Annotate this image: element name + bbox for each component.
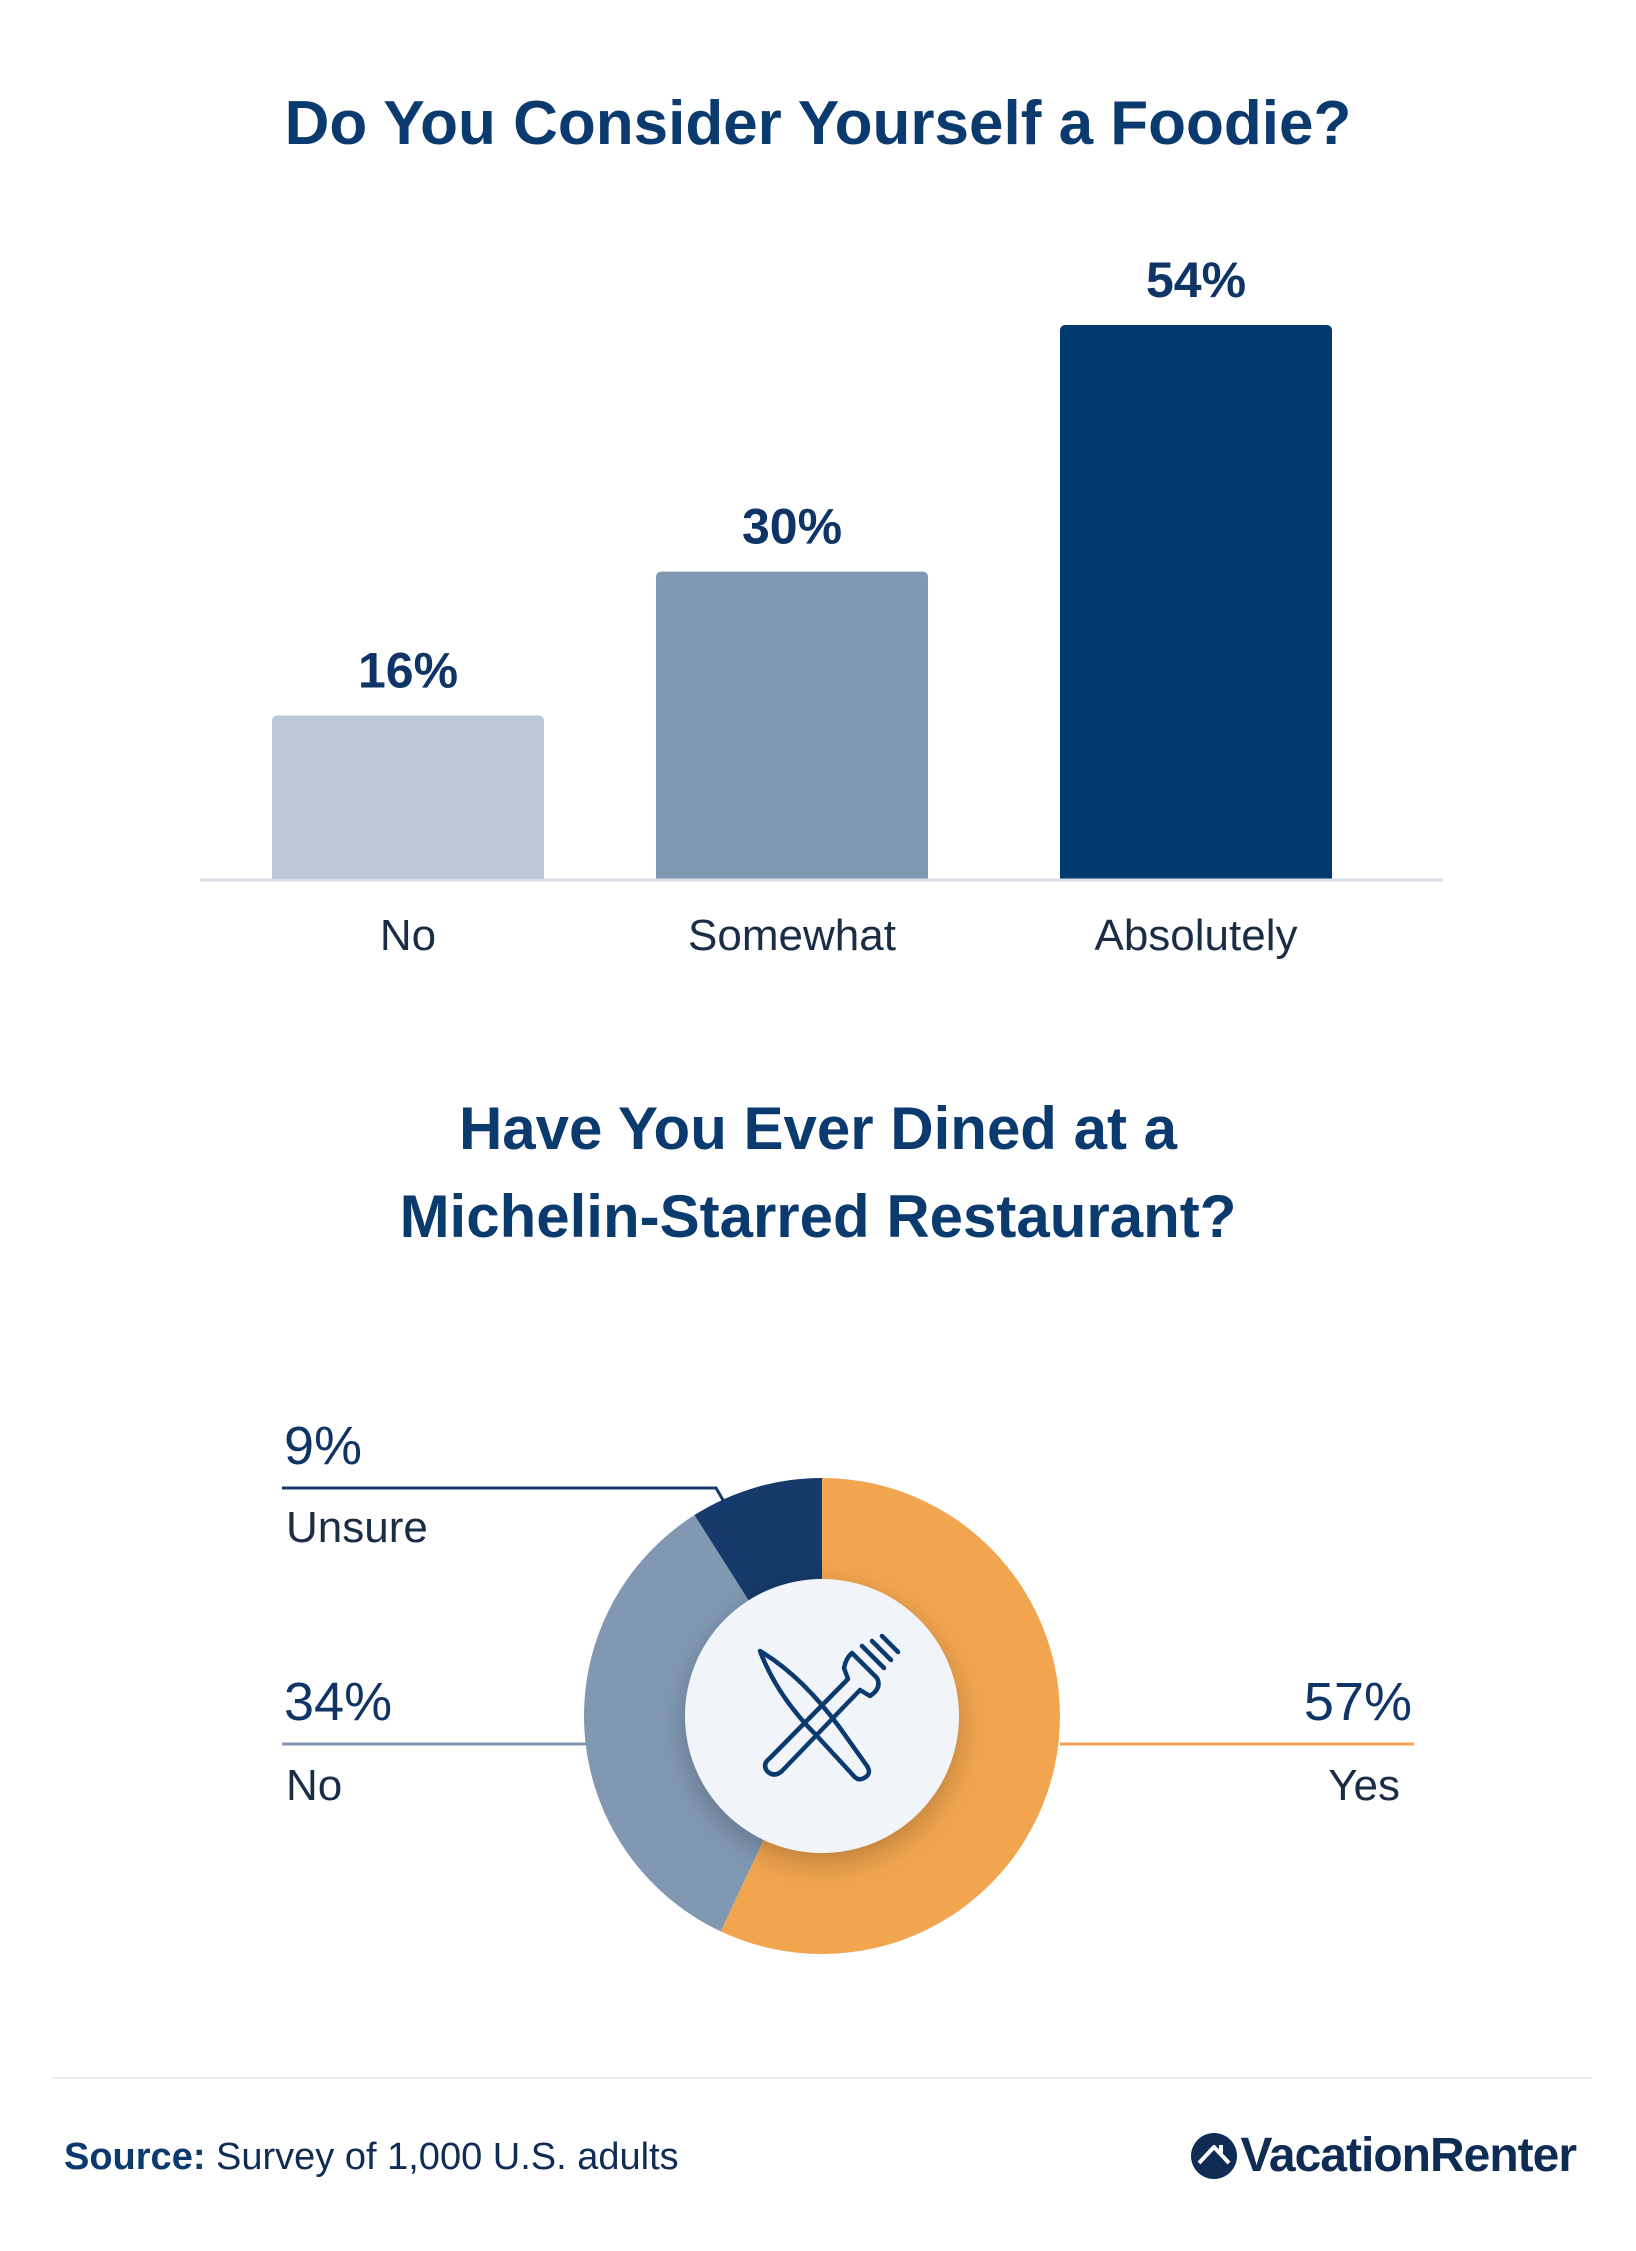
bar-absolutely (1060, 325, 1332, 880)
bar-chart: 16% No 30% Somewhat 54% Absolutely (200, 252, 1443, 960)
bar-category-label: No (380, 911, 436, 960)
source-text: Survey of 1,000 U.S. adults (205, 2136, 679, 2178)
fork-knife-icon (757, 1633, 901, 1782)
slice-label-unsure: Unsure (286, 1503, 428, 1552)
bar-category-label: Absolutely (1094, 911, 1297, 960)
bar-no (272, 715, 544, 880)
donut-chart-title: Have You Ever Dined at a Michelin-Starre… (399, 1095, 1237, 1250)
slice-value-no: 34% (284, 1672, 392, 1732)
slice-value-unsure: 9% (284, 1416, 362, 1476)
bar-value-label: 30% (742, 499, 842, 555)
slice-label-yes: Yes (1328, 1761, 1400, 1810)
slice-label-no: No (286, 1761, 342, 1810)
bar-somewhat (656, 571, 928, 880)
footer-divider (52, 2077, 1592, 2079)
bar-value-label: 54% (1146, 252, 1246, 308)
source-note: Source: Survey of 1,000 U.S. adults (64, 2136, 679, 2179)
donut-center (685, 1579, 959, 1853)
slice-value-yes: 57% (1304, 1672, 1412, 1732)
brand-name: VacationRenter (1240, 2129, 1577, 2182)
leader-line-unsure (282, 1486, 732, 1513)
bar-category-label: Somewhat (688, 911, 896, 960)
bar-value-label: 16% (358, 643, 458, 699)
brand-logo: VacationRenter (1189, 2128, 1577, 2183)
donut-chart: 57% Yes 34% No 9% Unsure (282, 1416, 1414, 1954)
bar-chart-title: Do You Consider Yourself a Foodie? (284, 89, 1352, 158)
house-icon (1190, 2132, 1237, 2179)
source-label: Source: (64, 2136, 206, 2178)
